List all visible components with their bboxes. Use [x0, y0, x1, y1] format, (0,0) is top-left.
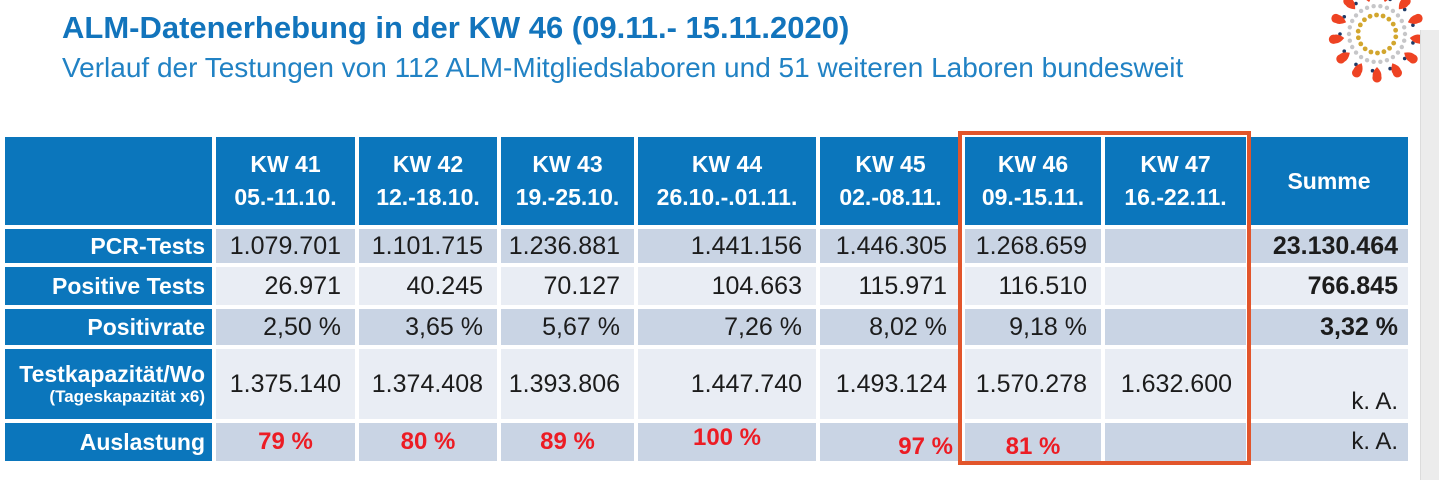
page-subtitle: Verlauf der Testungen von 112 ALM-Mitgli… — [62, 52, 1184, 83]
cell-load-kw42: 80 % — [359, 423, 497, 461]
cell-cap-kw41: 1.375.140 — [216, 349, 355, 419]
week-dates: 09.-15.11. — [981, 184, 1085, 210]
cell-pos-kw42: 40.245 — [359, 267, 497, 305]
cell-load-kw44: 100 % — [638, 423, 816, 461]
row-label-positive-tests: Positive Tests — [5, 267, 212, 305]
week-dates: 05.-11.10. — [234, 184, 337, 210]
header-corner-cell — [5, 137, 212, 225]
page-edge-strip — [1420, 30, 1439, 480]
cell-load-kw43: 89 % — [501, 423, 634, 461]
cell-rate-kw44: 7,26 % — [638, 309, 816, 345]
week-dates: 26.10.-.01.11. — [656, 184, 798, 210]
cell-cap-kw45: 1.493.124 — [820, 349, 961, 419]
cell-rate-kw41: 2,50 % — [216, 309, 355, 345]
cell-pcr-kw44: 1.441.156 — [638, 229, 816, 263]
cell-pos-kw41: 26.971 — [216, 267, 355, 305]
header-kw44: KW 44 26.10.-.01.11. — [638, 137, 816, 225]
week-dates: 19.-25.10. — [515, 184, 620, 210]
cell-rate-kw47 — [1105, 309, 1246, 345]
cell-cap-kw46: 1.570.278 — [965, 349, 1101, 419]
cell-pcr-kw42: 1.101.715 — [359, 229, 497, 263]
week-label: KW 44 — [691, 151, 763, 178]
cell-cap-kw42: 1.374.408 — [359, 349, 497, 419]
testing-data-table: KW 41 05.-11.10. KW 42 12.-18.10. KW 43 … — [5, 137, 1408, 461]
cell-pos-kw45: 115.971 — [820, 267, 961, 305]
header-kw42: KW 42 12.-18.10. — [359, 137, 497, 225]
week-dates: 02.-08.11. — [839, 184, 942, 210]
header-kw47: KW 47 16.-22.11. — [1105, 137, 1246, 225]
week-dates: 12.-18.10. — [376, 184, 480, 210]
cell-pcr-kw46: 1.268.659 — [965, 229, 1101, 263]
cell-rate-kw43: 5,67 % — [501, 309, 634, 345]
cell-pos-kw46: 116.510 — [965, 267, 1101, 305]
cell-cap-summe: k. A. — [1250, 349, 1408, 419]
cell-pos-kw43: 70.127 — [501, 267, 634, 305]
row-label-positivrate: Positivrate — [5, 309, 212, 345]
page-title: ALM-Datenerhebung in der KW 46 (09.11.- … — [62, 10, 850, 45]
cell-pcr-kw43: 1.236.881 — [501, 229, 634, 263]
cell-rate-kw42: 3,65 % — [359, 309, 497, 345]
row-label-testkapazitaet: Testkapazität/Wo (Tageskapazität x6) — [5, 349, 212, 419]
cell-load-kw47 — [1105, 423, 1246, 461]
row-sublabel-tageskapazitaet: (Tageskapazität x6) — [49, 387, 205, 407]
cell-pcr-kw41: 1.079.701 — [216, 229, 355, 263]
cell-cap-kw47: 1.632.600 — [1105, 349, 1246, 419]
cell-rate-kw45: 8,02 % — [820, 309, 961, 345]
summe-label: Summe — [1287, 167, 1371, 194]
cell-pcr-kw45: 1.446.305 — [820, 229, 961, 263]
header-kw41: KW 41 05.-11.10. — [216, 137, 355, 225]
week-label: KW 45 — [855, 151, 926, 178]
week-label: KW 46 — [997, 151, 1069, 178]
cell-pcr-kw47 — [1105, 229, 1246, 263]
row-label-auslastung: Auslastung — [5, 423, 212, 461]
cell-pcr-summe: 23.130.464 — [1250, 229, 1408, 263]
coronavirus-icon — [1328, 0, 1426, 83]
week-label: KW 47 — [1140, 151, 1211, 178]
header-kw43: KW 43 19.-25.10. — [501, 137, 634, 225]
week-dates: 16.-22.11. — [1124, 184, 1227, 210]
cell-rate-kw46: 9,18 % — [965, 309, 1101, 345]
header-kw46: KW 46 09.-15.11. — [965, 137, 1101, 225]
cell-load-kw41: 79 % — [216, 423, 355, 461]
week-label: KW 43 — [532, 151, 603, 178]
week-label: KW 41 — [250, 151, 321, 178]
cell-cap-kw44: 1.447.740 — [638, 349, 816, 419]
cell-pos-kw44: 104.663 — [638, 267, 816, 305]
cell-rate-summe: 3,32 % — [1250, 309, 1408, 345]
week-label: KW 42 — [392, 151, 464, 178]
cell-load-kw45: 97 % — [820, 423, 961, 461]
header-summe: Summe — [1250, 137, 1408, 225]
header-kw45: KW 45 02.-08.11. — [820, 137, 961, 225]
cell-load-summe: k. A. — [1250, 423, 1408, 461]
row-label-pcr-tests: PCR-Tests — [5, 229, 212, 263]
cell-load-kw46: 81 % — [965, 423, 1101, 461]
cell-pos-summe: 766.845 — [1250, 267, 1408, 305]
cell-pos-kw47 — [1105, 267, 1246, 305]
cell-cap-kw43: 1.393.806 — [501, 349, 634, 419]
